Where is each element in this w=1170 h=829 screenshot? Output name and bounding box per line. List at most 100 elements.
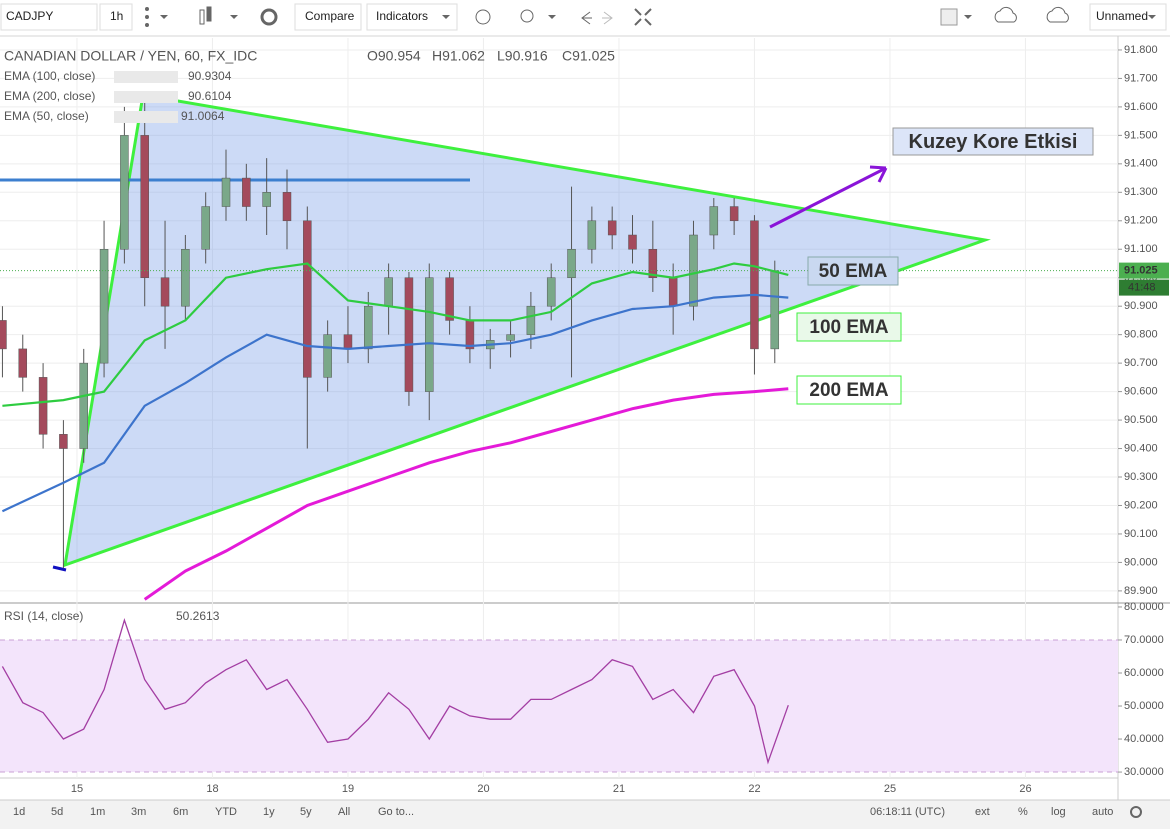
dropdown-arrow[interactable] — [548, 15, 556, 19]
annotation-box — [796, 312, 902, 342]
rsi-last: 50.2613 — [176, 609, 220, 623]
annotation-text: 50 EMA — [819, 261, 888, 282]
range-button[interactable]: 1y — [263, 806, 275, 818]
dropdown-arrow[interactable] — [442, 15, 450, 19]
x-tick-label: 20 — [477, 783, 489, 795]
y-tick-label: 89.900 — [1124, 585, 1158, 597]
countdown-label: 41:48 — [1128, 282, 1156, 294]
candle-body — [445, 277, 454, 321]
overlay: 15 18 19 20 21 22 25 26 89.900 90.000 90.100 90.200… — [71, 44, 1169, 795]
candle-body — [384, 277, 393, 307]
idea-icon[interactable] — [520, 9, 534, 23]
rsi-band — [0, 639, 1118, 773]
y-tick-label: 91.700 — [1124, 72, 1158, 84]
x-tick-label: 19 — [342, 783, 354, 795]
legend-value: 91.0064 — [181, 109, 225, 123]
annotation-box — [807, 256, 899, 286]
range-button[interactable]: 1m — [90, 806, 105, 818]
symbol[interactable]: CADJPY — [6, 9, 53, 23]
compare-box[interactable] — [294, 3, 362, 31]
candle-body — [404, 277, 414, 392]
range-button[interactable]: All — [338, 806, 350, 818]
compare-button[interactable]: Compare — [305, 9, 355, 23]
range-button[interactable]: 5d — [51, 806, 63, 818]
toolbar-icons — [145, 6, 1156, 27]
undo-icon[interactable] — [581, 11, 592, 25]
legend-buttons[interactable] — [114, 111, 178, 123]
indicators-button[interactable]: Indicators — [376, 9, 428, 23]
candle-body — [465, 320, 475, 350]
redo-icon[interactable] — [602, 11, 613, 25]
rsi-title: RSI (14, close) — [4, 609, 83, 623]
bottom-buttons: 1d 5d 1m 3m 6m YTD 1y 5y All Go to... ext% log auto — [13, 806, 1113, 818]
interval[interactable]: 1h — [110, 9, 123, 23]
candle-body — [729, 206, 739, 222]
annotation-text: Kuzey Kore Etkisi — [909, 131, 1078, 153]
candle-icon[interactable] — [199, 9, 205, 25]
candle-body — [343, 334, 353, 350]
dropdown-arrow[interactable] — [1148, 15, 1156, 19]
legend: EMA (100, close) 90.9304 EMA (200, close) 9… — [4, 69, 232, 123]
rsi-y-tick-label: 50.0000 — [1124, 700, 1164, 712]
candle-icon[interactable] — [206, 6, 212, 22]
dropdown-arrow[interactable] — [160, 15, 168, 19]
x-tick-label: 25 — [884, 783, 896, 795]
candle-body — [201, 206, 210, 250]
symbol-box[interactable] — [0, 3, 98, 31]
legend-value: 90.6104 — [188, 89, 232, 103]
settings-icon[interactable] — [260, 8, 278, 26]
scale-option[interactable]: % — [1018, 806, 1028, 818]
toolbar-buttons — [0, 3, 1167, 31]
y-tick-label: 91.200 — [1124, 215, 1158, 227]
range-button[interactable]: YTD — [215, 806, 237, 818]
menu-icon[interactable] — [145, 15, 149, 19]
settings-icon[interactable] — [1130, 806, 1142, 818]
save-icon[interactable] — [1046, 6, 1069, 23]
candle-body — [0, 320, 7, 350]
x-tick-label: 21 — [613, 783, 625, 795]
ohlc-low: L90.916 — [497, 48, 548, 64]
range-button[interactable]: 1d — [13, 806, 25, 818]
menu-icon[interactable] — [145, 7, 149, 11]
rsi-y-tick-label: 70.0000 — [1124, 634, 1164, 646]
annotation-box — [796, 375, 902, 405]
candle-body — [18, 348, 28, 378]
candle-body — [99, 248, 109, 364]
arrow-head — [869, 165, 888, 183]
range-button[interactable]: Go to... — [378, 806, 414, 818]
ohlc-open: O90.954 — [367, 48, 421, 64]
scale-option[interactable]: log — [1051, 806, 1066, 818]
interval-box[interactable] — [99, 3, 133, 31]
range-button[interactable]: 6m — [173, 806, 188, 818]
y-tick-label: 91.100 — [1124, 243, 1158, 255]
dropdown-arrow[interactable] — [964, 15, 972, 19]
shape-icon[interactable] — [940, 8, 958, 26]
menu-icon[interactable] — [145, 23, 149, 27]
dropdown-arrow[interactable] — [230, 15, 238, 19]
scale-option[interactable]: ext — [975, 806, 990, 818]
layout-name[interactable]: Unnamed — [1096, 9, 1148, 23]
alert-icon[interactable] — [475, 9, 491, 25]
bottom-bar — [0, 800, 1170, 829]
legend-buttons[interactable] — [114, 71, 178, 83]
candle-body — [262, 192, 271, 207]
ema-line — [143, 387, 789, 601]
y-tick-label: 91.800 — [1124, 44, 1158, 56]
candle-body — [79, 362, 88, 449]
range-button[interactable]: 5y — [300, 806, 312, 818]
candle-body — [425, 277, 434, 392]
load-icon[interactable] — [994, 6, 1017, 23]
candle-body — [750, 220, 759, 350]
indicators-box[interactable] — [366, 3, 458, 31]
legend-buttons[interactable] — [114, 91, 178, 103]
candle-body — [120, 135, 129, 250]
y-tick-label: 90.200 — [1124, 499, 1158, 511]
ema-line — [2, 262, 789, 407]
y-tick-label: 91.400 — [1124, 158, 1158, 170]
layout-box[interactable] — [1089, 3, 1167, 31]
range-button[interactable]: 3m — [131, 806, 146, 818]
scale-option[interactable]: auto — [1092, 806, 1113, 818]
rsi-y-tick-label: 40.0000 — [1124, 733, 1164, 745]
fullscreen-icon[interactable] — [634, 8, 652, 26]
